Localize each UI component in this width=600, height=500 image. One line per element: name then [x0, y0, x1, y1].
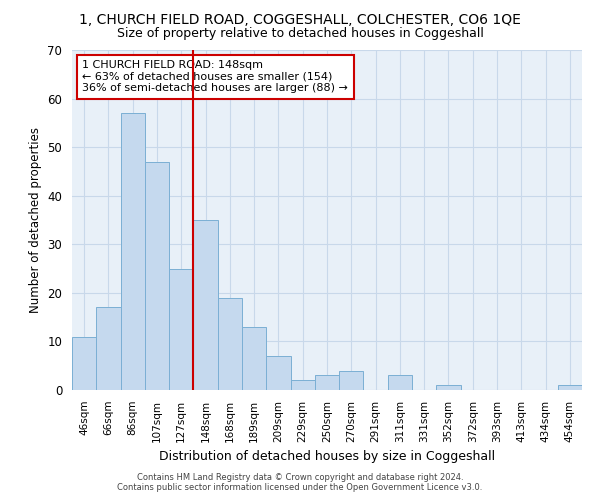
Bar: [193, 220, 218, 390]
Bar: [388, 376, 412, 390]
Bar: [169, 268, 193, 390]
Bar: [315, 376, 339, 390]
Bar: [218, 298, 242, 390]
Text: Contains HM Land Registry data © Crown copyright and database right 2024.
Contai: Contains HM Land Registry data © Crown c…: [118, 473, 482, 492]
Bar: [290, 380, 315, 390]
Bar: [266, 356, 290, 390]
Bar: [339, 370, 364, 390]
Text: Size of property relative to detached houses in Coggeshall: Size of property relative to detached ho…: [116, 28, 484, 40]
Bar: [96, 308, 121, 390]
Bar: [72, 336, 96, 390]
Text: 1, CHURCH FIELD ROAD, COGGESHALL, COLCHESTER, CO6 1QE: 1, CHURCH FIELD ROAD, COGGESHALL, COLCHE…: [79, 12, 521, 26]
Bar: [436, 385, 461, 390]
Bar: [121, 113, 145, 390]
Text: 1 CHURCH FIELD ROAD: 148sqm
← 63% of detached houses are smaller (154)
36% of se: 1 CHURCH FIELD ROAD: 148sqm ← 63% of det…: [82, 60, 348, 94]
Bar: [145, 162, 169, 390]
Bar: [558, 385, 582, 390]
Y-axis label: Number of detached properties: Number of detached properties: [29, 127, 42, 313]
X-axis label: Distribution of detached houses by size in Coggeshall: Distribution of detached houses by size …: [159, 450, 495, 463]
Bar: [242, 327, 266, 390]
